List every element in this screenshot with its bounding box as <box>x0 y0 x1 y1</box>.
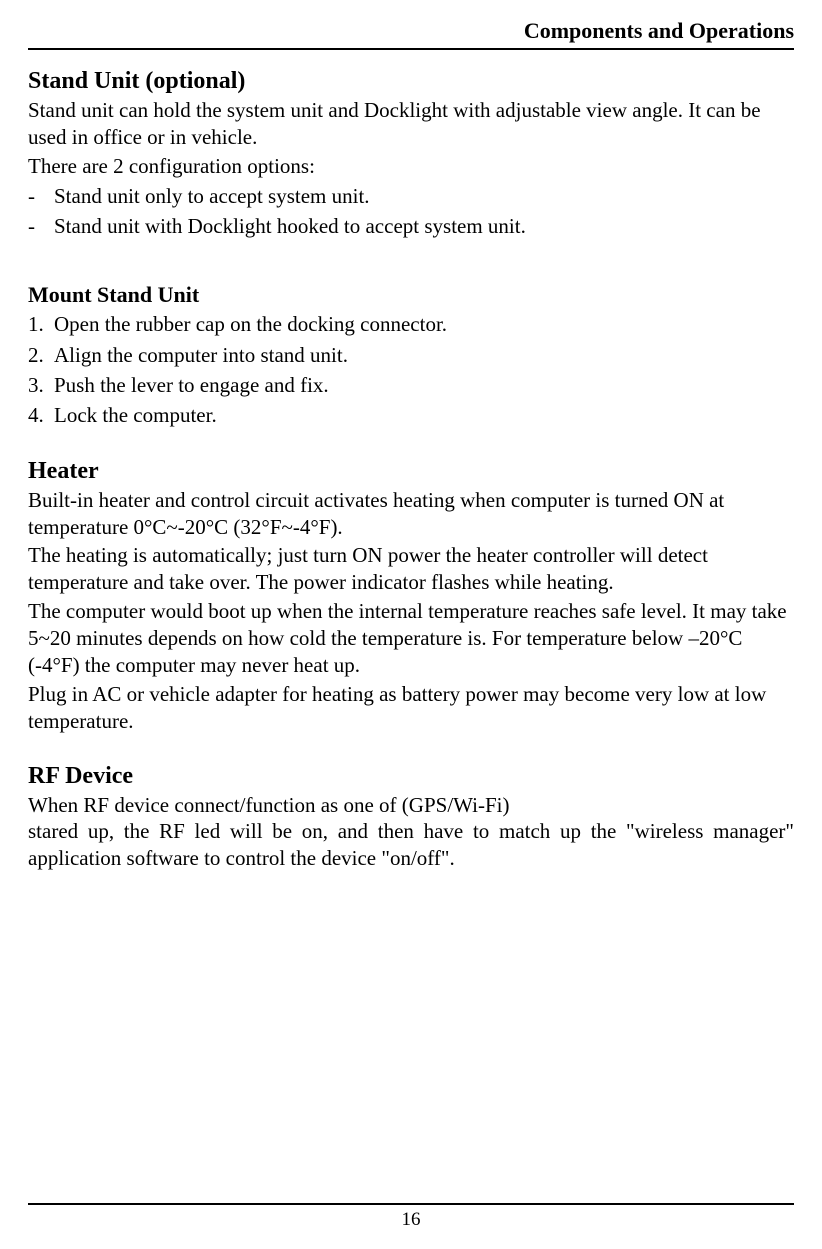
stand-unit-para-2: There are 2 configuration options: <box>28 153 794 180</box>
bottom-horizontal-rule <box>28 1203 794 1205</box>
bullet-marker: - <box>28 182 54 210</box>
page-number: 16 <box>0 1209 822 1231</box>
bullet-marker: - <box>28 212 54 240</box>
mount-stand-heading: Mount Stand Unit <box>28 282 794 308</box>
stand-unit-para-1: Stand unit can hold the system unit and … <box>28 97 794 151</box>
config-option-1: - Stand unit only to accept system unit. <box>28 182 794 210</box>
step-text: Lock the computer. <box>54 401 217 429</box>
page-header-title: Components and Operations <box>28 18 794 48</box>
step-text: Push the lever to engage and fix. <box>54 371 329 399</box>
step-number: 3. <box>28 371 54 399</box>
heater-para-3: The computer would boot up when the inte… <box>28 598 794 679</box>
step-text: Open the rubber cap on the docking conne… <box>54 310 447 338</box>
heater-heading: Heater <box>28 458 794 485</box>
stand-unit-heading: Stand Unit (optional) <box>28 68 794 95</box>
heater-para-1: Built-in heater and control circuit acti… <box>28 487 794 541</box>
heater-para-2: The heating is automatically; just turn … <box>28 542 794 596</box>
heater-para-4: Plug in AC or vehicle adapter for heatin… <box>28 681 794 735</box>
config-option-2: - Stand unit with Docklight hooked to ac… <box>28 212 794 240</box>
rf-device-line-1: When RF device connect/function as one o… <box>28 792 794 819</box>
rf-device-line-2: stared up, the RF led will be on, and th… <box>28 818 794 872</box>
bullet-text: Stand unit with Docklight hooked to acce… <box>54 212 526 240</box>
step-number: 4. <box>28 401 54 429</box>
mount-step-4: 4. Lock the computer. <box>28 401 794 429</box>
step-number: 1. <box>28 310 54 338</box>
mount-step-2: 2. Align the computer into stand unit. <box>28 341 794 369</box>
rf-device-heading: RF Device <box>28 763 794 790</box>
top-horizontal-rule <box>28 48 794 50</box>
bullet-text: Stand unit only to accept system unit. <box>54 182 370 210</box>
step-text: Align the computer into stand unit. <box>54 341 348 369</box>
step-number: 2. <box>28 341 54 369</box>
mount-step-3: 3. Push the lever to engage and fix. <box>28 371 794 399</box>
mount-step-1: 1. Open the rubber cap on the docking co… <box>28 310 794 338</box>
